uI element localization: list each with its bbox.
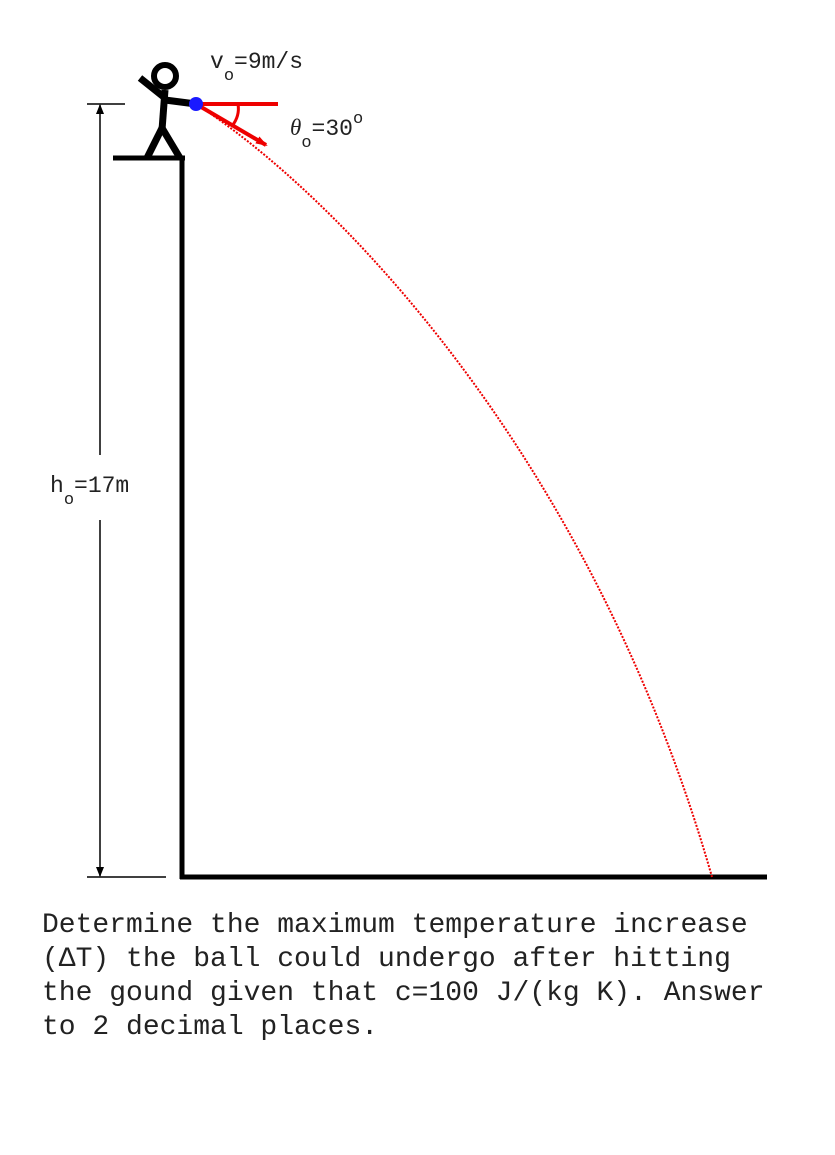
height-label: ho=17m — [50, 473, 129, 510]
value: =9m/s — [234, 49, 303, 75]
symbol: v — [210, 49, 224, 75]
question-line: Determine the maximum temperature increa… — [42, 910, 748, 941]
stick-figure — [137, 62, 197, 160]
question-line: the gound given that c=100 J/(kg K). Ans… — [42, 978, 765, 1009]
trajectory — [195, 103, 713, 878]
value: =17m — [74, 473, 129, 499]
subscript: o — [224, 67, 234, 86]
superscript: o — [353, 110, 363, 129]
question-line: (ΔT) the ball could undergo after hittin… — [42, 944, 731, 975]
angle-label: θo=30o — [290, 110, 363, 153]
terrain — [113, 155, 767, 880]
value: =30 — [312, 116, 353, 142]
ball — [189, 97, 203, 111]
symbol: h — [50, 473, 64, 499]
launch-vectors — [194, 102, 278, 147]
symbol: θ — [290, 115, 301, 140]
question-line: to 2 decimal places. — [42, 1012, 378, 1043]
question: Determine the maximum temperature increa… — [42, 910, 765, 1043]
subscript: o — [301, 134, 311, 153]
subscript: o — [64, 491, 74, 510]
velocity-label: vo=9m/s — [210, 49, 303, 86]
height-dimension — [87, 103, 166, 878]
